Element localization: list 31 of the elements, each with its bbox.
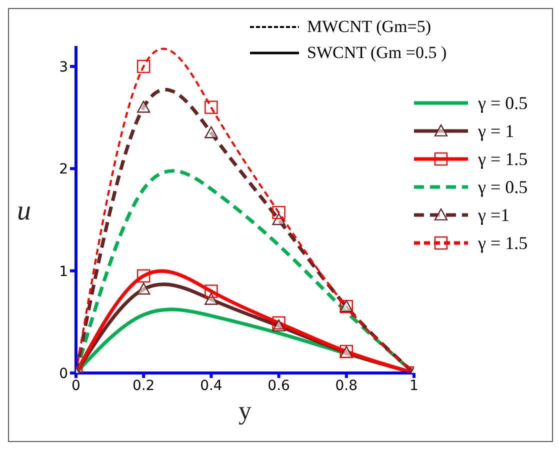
point [272,213,286,226]
legend-label: γ = 1 [478,120,514,143]
point [272,206,286,220]
y-tick-label: 3 [59,59,68,76]
y-tick-label: 0 [59,366,68,382]
legend-label: γ = 0.5 [478,176,528,199]
annotation: SWCNT (Gm =0.5 ) [307,43,447,63]
point [272,316,286,330]
legend-label: γ = 1.5 [478,232,528,255]
y-tick-label: 1 [59,264,68,280]
y-tick-label: 2 [59,162,68,178]
point [204,284,218,298]
legend-label: γ =1 [478,204,510,227]
text: MWCNT (Gm=5) [307,17,432,37]
point [204,100,218,114]
point [137,282,150,295]
x-tick-label: 0.4 [200,378,222,394]
point [137,60,150,74]
legend-label: γ = 1.5 [478,148,528,171]
x-tick-label: 0 [72,378,80,394]
legend-label: γ = 0.5 [478,92,528,115]
x-tick-label: 1 [410,378,418,394]
x-tick-label: 0.6 [268,378,290,394]
point [137,269,150,283]
point [204,126,218,138]
y-axis-title: u [17,195,31,226]
x-axis-title: y [238,396,252,425]
point [137,100,150,113]
x-tick-label: 0.8 [335,378,358,394]
point [204,292,218,305]
x-tick-label: 0.2 [132,378,155,394]
